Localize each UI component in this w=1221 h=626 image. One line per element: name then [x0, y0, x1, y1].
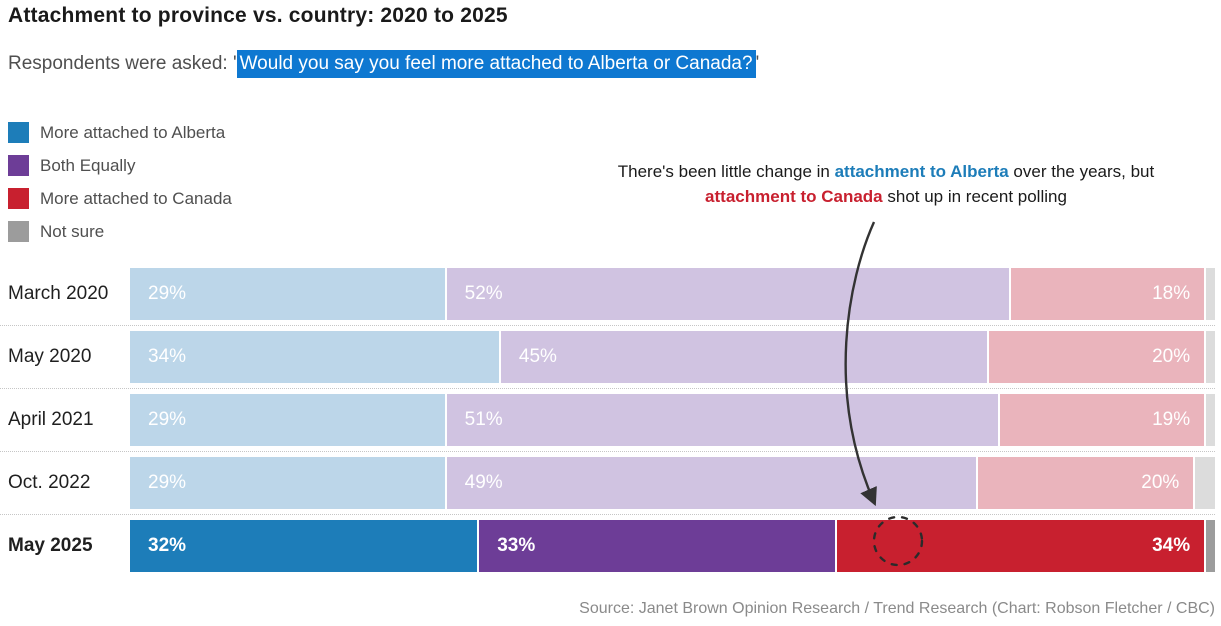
legend-swatch	[8, 221, 29, 242]
bar-segment: 29%	[130, 394, 445, 446]
legend-label: Not sure	[40, 221, 105, 241]
legend: More attached to Alberta Both Equally More…	[8, 122, 232, 242]
legend-item: More attached to Alberta	[8, 122, 232, 143]
bar-value-label: 34%	[148, 346, 187, 367]
bar-value-label: 20%	[1141, 472, 1180, 493]
bar-segment: 33%	[477, 520, 836, 572]
annotation-canada-phrase: attachment to Canada	[705, 187, 883, 206]
bar-segment: 29%	[130, 268, 445, 320]
annotation-alberta-phrase: attachment to Alberta	[834, 162, 1009, 181]
subtitle-highlight: Would you say you feel more attached to …	[236, 50, 756, 78]
bar-value-label: 32%	[148, 535, 187, 556]
bar-segment	[1204, 520, 1215, 572]
row-label: March 2020	[8, 283, 109, 304]
annotation-part3: shot up in recent polling	[882, 187, 1067, 206]
bar-segment: 19%	[997, 394, 1205, 446]
subtitle-suffix: '	[755, 53, 760, 74]
bar-value-label: 33%	[497, 535, 536, 556]
bar-row: May 2025 32% 33% 34%	[0, 520, 1215, 572]
row-label: Oct. 2022	[8, 472, 91, 493]
bar-value-label: 18%	[1152, 283, 1191, 304]
bar-value-label: 45%	[518, 346, 557, 367]
bar-segment: 52%	[444, 268, 1009, 320]
legend-label: More attached to Alberta	[40, 122, 226, 142]
bar-value-label: 29%	[148, 409, 187, 430]
bar-value-label: 34%	[1152, 535, 1191, 556]
bar-segment: 51%	[444, 394, 998, 446]
annotation-part2: over the years, but	[1008, 162, 1155, 181]
row-separator	[0, 514, 1215, 515]
bar-row: May 2020 34% 45% 20%	[0, 331, 1215, 383]
legend-label: More attached to Canada	[40, 188, 232, 208]
row-separator	[0, 325, 1215, 326]
bar-segment	[1204, 331, 1215, 383]
bar-segment	[1204, 394, 1215, 446]
legend-item: Not sure	[8, 221, 232, 242]
bar-segment: 45%	[498, 331, 988, 383]
legend-item: Both Equally	[8, 155, 232, 176]
bar-value-label: 51%	[464, 409, 503, 430]
bar-row: March 2020 29% 52% 18%	[0, 268, 1215, 320]
chart-subtitle: Respondents were asked: ' Would you say y…	[8, 50, 760, 78]
subtitle-prefix: Respondents were asked: '	[8, 53, 237, 74]
bar-segment: 20%	[987, 331, 1205, 383]
bar-row: Oct. 2022 29% 49% 20%	[0, 457, 1215, 509]
stacked-bar: 29% 49% 20%	[130, 457, 1215, 509]
bar-value-label: 29%	[148, 472, 187, 493]
legend-label: Both Equally	[40, 155, 136, 175]
bar-value-label: 29%	[148, 283, 187, 304]
row-separator	[0, 388, 1215, 389]
bar-row: April 2021 29% 51% 19%	[0, 394, 1215, 446]
bar-value-label: 49%	[464, 472, 503, 493]
legend-swatch	[8, 155, 29, 176]
bar-value-label: 52%	[464, 283, 503, 304]
legend-swatch	[8, 122, 29, 143]
bar-segment	[1204, 268, 1215, 320]
row-label: April 2021	[8, 409, 94, 430]
bar-segment: 29%	[130, 457, 445, 509]
bar-segment: 20%	[976, 457, 1194, 509]
source-credit: Source: Janet Brown Opinion Research / T…	[579, 600, 1215, 617]
bar-segment: 34%	[130, 331, 499, 383]
bar-segment: 18%	[1008, 268, 1205, 320]
bar-value-label: 20%	[1152, 346, 1191, 367]
legend-swatch	[8, 188, 29, 209]
bar-segment: 49%	[444, 457, 977, 509]
stacked-bar: 29% 51% 19%	[130, 394, 1215, 446]
stacked-bar: 34% 45% 20%	[130, 331, 1215, 383]
annotation-text: There's been little change in attachment…	[590, 159, 1182, 209]
row-separator	[0, 451, 1215, 452]
bar-segment: 34%	[835, 520, 1205, 572]
stacked-bar: 32% 33% 34%	[130, 520, 1215, 572]
row-label: May 2025	[8, 535, 93, 556]
bar-segment: 32%	[130, 520, 478, 572]
chart-title: Attachment to province vs. country: 2020…	[8, 4, 508, 27]
legend-item: More attached to Canada	[8, 188, 232, 209]
bar-segment	[1193, 457, 1215, 509]
stacked-bar: 29% 52% 18%	[130, 268, 1215, 320]
bar-value-label: 19%	[1152, 409, 1191, 430]
row-label: May 2020	[8, 346, 92, 367]
annotation-part1: There's been little change in	[617, 162, 835, 181]
